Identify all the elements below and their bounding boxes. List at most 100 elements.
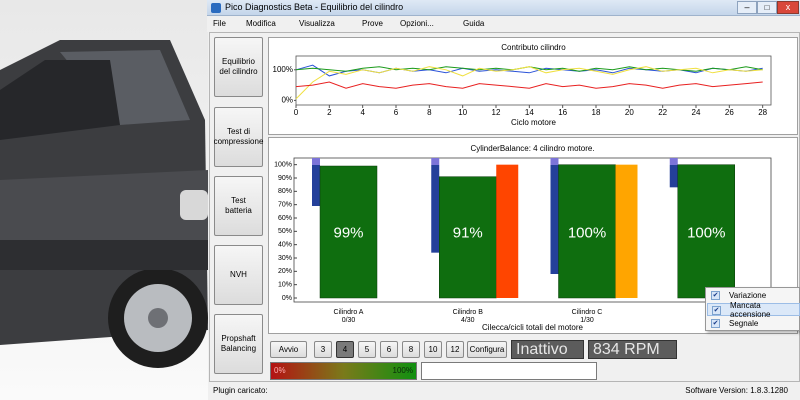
context-menu-item[interactable]: ✔ Mancata accensione: [707, 300, 800, 319]
plugin-status: Plugin caricato:: [213, 386, 268, 395]
y-tick-label: 100%: [274, 162, 292, 169]
progress-max-label: 100%: [392, 366, 413, 375]
line-series: [295, 66, 763, 100]
cylinder-button[interactable]: 3: [314, 341, 332, 358]
signal-bar: [319, 165, 378, 299]
line-series: [295, 81, 763, 89]
plot-frame: [293, 157, 772, 303]
y-tick-label: 10%: [278, 282, 292, 289]
car-photo: [0, 0, 208, 400]
category-label: Cilindro C: [572, 309, 603, 316]
x-tick-label: 26: [725, 108, 734, 117]
category-sublabel: 4/30: [461, 317, 475, 324]
plot-frame: [295, 55, 772, 106]
x-tick-label: 24: [692, 108, 701, 117]
x-tick-label: 14: [525, 108, 534, 117]
chart-title: CylinderBalance: 4 cilindro motore.: [470, 144, 594, 153]
x-axis-label: Cilecca/cicli totali del motore: [482, 323, 583, 332]
menu-item[interactable]: Prove: [362, 19, 383, 28]
x-tick-label: 2: [327, 108, 332, 117]
cylinder-button[interactable]: 4: [336, 341, 354, 358]
context-menu-item[interactable]: ✔ Variazione: [707, 289, 800, 302]
checkmark: ✔: [711, 291, 720, 300]
variation-cap: [550, 158, 559, 165]
value-label: 91%: [453, 224, 483, 241]
status-display: Inattivo: [511, 340, 584, 359]
x-tick-label: 6: [394, 108, 399, 117]
menu-item-label: Mancata accensione: [730, 300, 771, 319]
menu-item[interactable]: Visualizza: [299, 19, 335, 28]
x-axis-label: Ciclo motore: [511, 118, 556, 127]
category-label: Cilindro A: [334, 309, 364, 316]
signal-bar: [558, 164, 616, 299]
x-tick-label: 12: [492, 108, 501, 117]
minimize-button[interactable]: –: [737, 1, 757, 14]
close-button[interactable]: x: [777, 1, 799, 14]
context-menu: ✔ Variazione ✔ Mancata accensione ✔ Segnale: [705, 287, 800, 331]
signal-bar: [439, 176, 497, 299]
variation-cap: [431, 158, 440, 165]
progress-bar: 0% 100%: [270, 362, 417, 380]
start-button[interactable]: Avvio: [270, 341, 307, 358]
cylinder-button[interactable]: 6: [380, 341, 398, 358]
rpm-display: 834 RPM: [588, 340, 677, 359]
x-tick-label: 10: [458, 108, 467, 117]
cylinder-button[interactable]: 10: [424, 341, 442, 358]
y-tick-label: 0%: [282, 295, 292, 302]
y-tick-label: 60%: [278, 215, 292, 222]
y-tick-label: 40%: [278, 242, 292, 249]
x-tick-label: 16: [558, 108, 567, 117]
sidebar-button[interactable]: Propshaft Balancing: [214, 314, 263, 374]
x-tick-label: 18: [592, 108, 601, 117]
misfire-bar: [615, 164, 638, 298]
menu-item-label: Variazione: [729, 291, 767, 300]
value-label: 99%: [333, 224, 363, 241]
title-bar: Pico Diagnostics Beta - Equilibrio del c…: [207, 0, 800, 16]
chart-title: Contributo cilindro: [501, 43, 566, 52]
y-tick-label: 70%: [278, 202, 292, 209]
sidebar-button[interactable]: Test batteria: [214, 176, 263, 236]
value-label: 100%: [568, 224, 606, 241]
category-sublabel: 1/30: [580, 317, 594, 324]
value-label: 100%: [687, 224, 725, 241]
menu-item[interactable]: File: [213, 19, 226, 28]
variation-cap: [312, 158, 320, 165]
variation-bar: [431, 165, 440, 253]
configure-button[interactable]: Configura: [467, 341, 507, 358]
y-tick-label: 90%: [278, 175, 292, 182]
cylinder-button[interactable]: 5: [358, 341, 376, 358]
variation-bar: [550, 165, 559, 274]
menu-item[interactable]: Modifica: [246, 19, 276, 28]
y-tick-label: 0%: [281, 96, 293, 105]
cylinder-button[interactable]: 12: [446, 341, 464, 358]
y-tick-label: 80%: [278, 188, 292, 195]
text-field[interactable]: [421, 362, 597, 380]
x-tick-label: 22: [658, 108, 667, 117]
cylinder-button[interactable]: 8: [402, 341, 420, 358]
window-title: Pico Diagnostics Beta - Equilibrio del c…: [225, 2, 404, 12]
y-tick-label: 30%: [278, 255, 292, 262]
checkmark: ✔: [712, 306, 721, 315]
checkmark: ✔: [711, 319, 720, 328]
y-tick-label: 20%: [278, 268, 292, 275]
y-tick-label: 50%: [278, 228, 292, 235]
context-menu-item[interactable]: ✔ Segnale: [707, 317, 800, 330]
menu-item[interactable]: Opzioni...: [400, 19, 434, 28]
sidebar-button[interactable]: Equilibrio del cilindro: [214, 37, 263, 97]
progress-min-label: 0%: [274, 366, 286, 375]
x-tick-label: 28: [758, 108, 767, 117]
variation-cap: [669, 158, 678, 165]
sidebar-button[interactable]: NVH: [214, 245, 263, 305]
variation-bar: [669, 165, 678, 188]
category-label: Cilindro B: [453, 309, 484, 316]
x-tick-label: 20: [625, 108, 634, 117]
maximize-button[interactable]: □: [757, 1, 777, 14]
misfire-bar: [496, 164, 519, 298]
software-version: Software Version: 1.8.3.1280: [685, 386, 788, 395]
sidebar-button[interactable]: Test di compressione: [214, 107, 263, 167]
menu-item[interactable]: Guida: [463, 19, 485, 28]
signal-bar: [677, 164, 735, 299]
x-tick-label: 4: [360, 108, 365, 117]
x-tick-label: 8: [427, 108, 432, 117]
